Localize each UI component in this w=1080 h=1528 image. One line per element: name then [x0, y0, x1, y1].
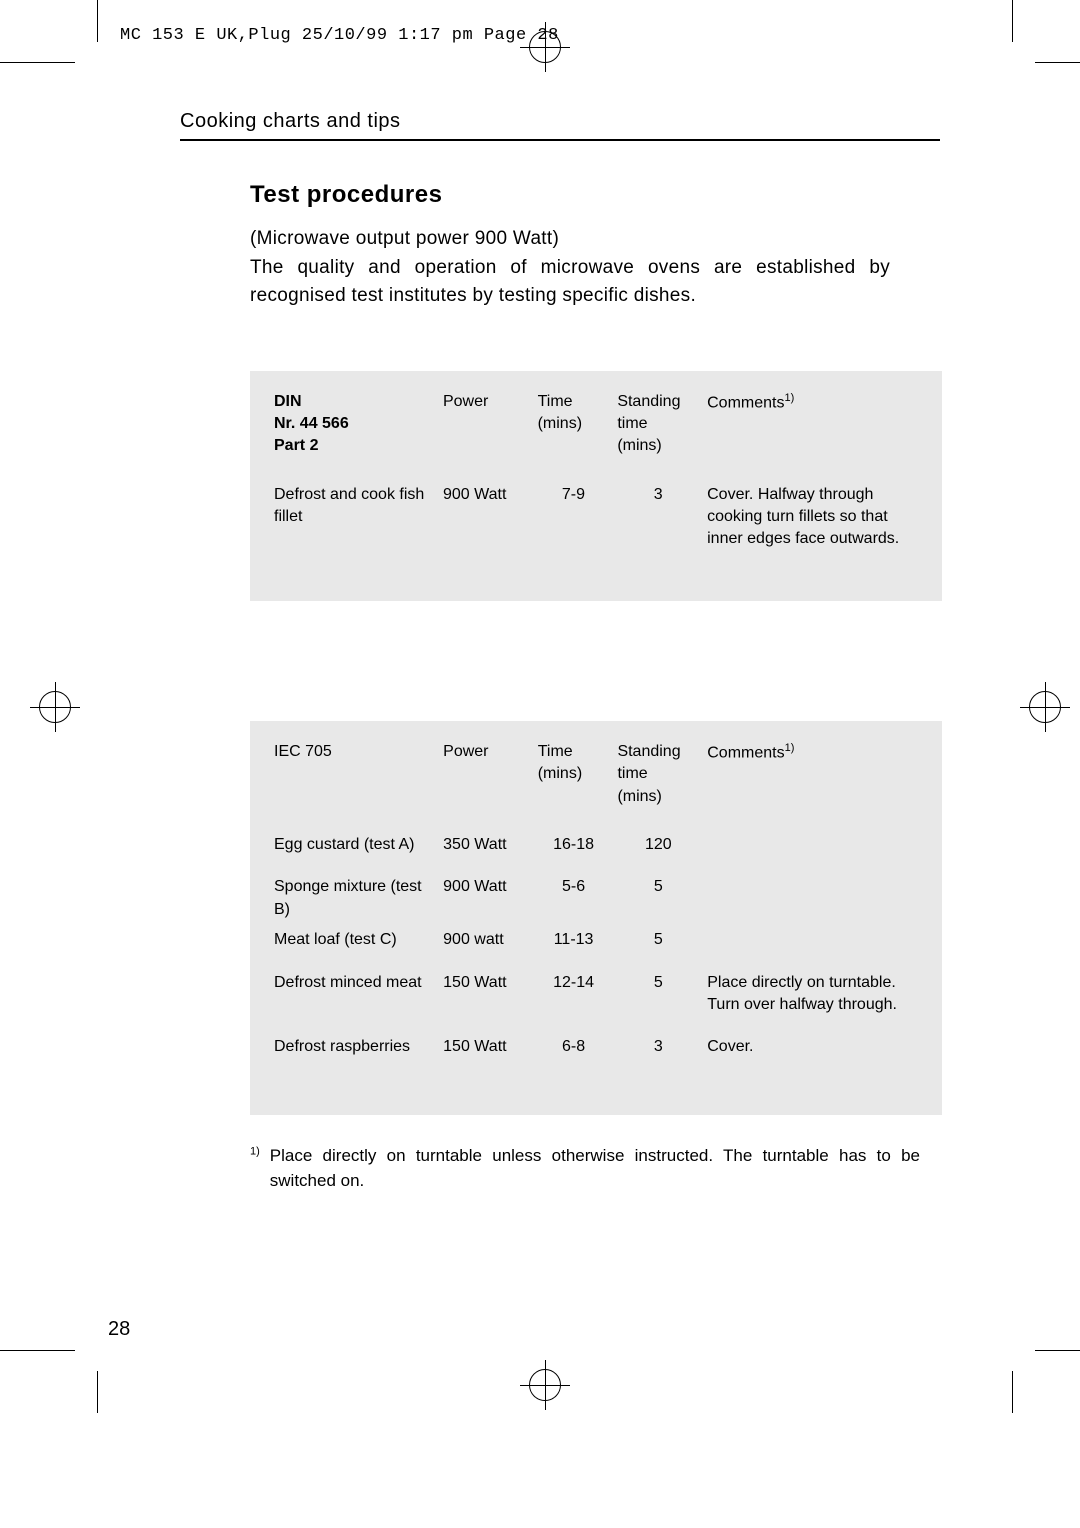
- cell-comments: [703, 925, 922, 955]
- table-row: Meat loaf (test C) 900 watt 11-13 5: [270, 925, 922, 955]
- footnote-marker: 1): [250, 1143, 260, 1194]
- col-header-comments: Comments1): [703, 737, 922, 818]
- table-row: Defrost raspberries 150 Watt 6-8 3 Cover…: [270, 1020, 922, 1062]
- cell-item: Egg custard (test A): [270, 818, 439, 860]
- crop-mark: [97, 1371, 98, 1413]
- cell-time: 16-18: [534, 818, 614, 860]
- crop-mark: [1012, 0, 1013, 42]
- cell-item: Meat loaf (test C): [270, 925, 439, 955]
- col-header-power: Power: [439, 387, 534, 468]
- cell-standing: 5: [613, 956, 703, 1021]
- cell-power: 900 Watt: [439, 860, 534, 925]
- crop-mark: [1012, 1371, 1013, 1413]
- col-header-item: DIN Nr. 44 566 Part 2: [270, 387, 439, 468]
- col-header-time: Time (mins): [534, 387, 614, 468]
- table-row: Egg custard (test A) 350 Watt 16-18 120: [270, 818, 922, 860]
- cell-standing: 120: [613, 818, 703, 860]
- cell-time: 12-14: [534, 956, 614, 1021]
- col-header-item: IEC 705: [270, 737, 439, 818]
- page-content: Cooking charts and tips Test procedures …: [180, 110, 940, 1194]
- registration-mark-icon: [520, 1360, 570, 1410]
- page-title: Test procedures: [250, 181, 940, 209]
- intro-line: (Microwave output power 900 Watt): [250, 225, 890, 254]
- cell-item: Defrost raspberries: [270, 1020, 439, 1062]
- footnote-text: Place directly on turntable unless other…: [270, 1143, 920, 1194]
- crop-mark: [1035, 1350, 1080, 1351]
- col-header-comments: Comments1): [703, 387, 922, 468]
- table-row: Defrost minced meat 150 Watt 12-14 5 Pla…: [270, 956, 922, 1021]
- cell-comments: Cover. Halfway through cooking turn fill…: [703, 468, 922, 555]
- table-din: DIN Nr. 44 566 Part 2 Power Time (mins) …: [250, 371, 942, 601]
- cell-time: 5-6: [534, 860, 614, 925]
- cell-item: Defrost minced meat: [270, 956, 439, 1021]
- intro-line: recognised test institutes by testing sp…: [250, 282, 890, 311]
- cell-standing: 5: [613, 925, 703, 955]
- registration-mark-icon: [1020, 682, 1070, 732]
- cell-comments: Place directly on turntable. Turn over h…: [703, 956, 922, 1021]
- cell-standing: 3: [613, 1020, 703, 1062]
- registration-mark-icon: [30, 682, 80, 732]
- crop-mark: [0, 62, 75, 63]
- footnote: 1) Place directly on turntable unless ot…: [250, 1143, 920, 1194]
- cell-power: 350 Watt: [439, 818, 534, 860]
- col-header-power: Power: [439, 737, 534, 818]
- cell-power: 150 Watt: [439, 956, 534, 1021]
- cell-comments: [703, 860, 922, 925]
- cell-comments: Cover.: [703, 1020, 922, 1062]
- page-number: 28: [108, 1318, 130, 1341]
- crop-mark: [97, 0, 98, 42]
- col-header-time: Time (mins): [534, 737, 614, 818]
- col-header-standing: Standing time (mins): [613, 737, 703, 818]
- section-header: Cooking charts and tips: [180, 110, 940, 141]
- cell-power: 900 Watt: [439, 468, 534, 555]
- table-header-row: DIN Nr. 44 566 Part 2 Power Time (mins) …: [270, 387, 922, 468]
- print-header: MC 153 E UK,Plug 25/10/99 1:17 pm Page 2…: [120, 26, 559, 45]
- col-header-standing: Standing time (mins): [613, 387, 703, 468]
- intro-text: (Microwave output power 900 Watt) The qu…: [250, 225, 890, 311]
- cell-standing: 5: [613, 860, 703, 925]
- cell-item: Sponge mixture (test B): [270, 860, 439, 925]
- cell-item: Defrost and cook fish fillet: [270, 468, 439, 555]
- cell-time: 6-8: [534, 1020, 614, 1062]
- cell-power: 900 watt: [439, 925, 534, 955]
- cell-power: 150 Watt: [439, 1020, 534, 1062]
- intro-line: The quality and operation of microwave o…: [250, 254, 890, 283]
- table-iec: IEC 705 Power Time (mins) Standing time …: [250, 721, 942, 1115]
- crop-mark: [0, 1350, 75, 1351]
- table-row: Defrost and cook fish fillet 900 Watt 7-…: [270, 468, 922, 555]
- crop-mark: [1035, 62, 1080, 63]
- cell-comments: [703, 818, 922, 860]
- cell-standing: 3: [613, 468, 703, 555]
- table-header-row: IEC 705 Power Time (mins) Standing time …: [270, 737, 922, 818]
- table-row: Sponge mixture (test B) 900 Watt 5-6 5: [270, 860, 922, 925]
- cell-time: 11-13: [534, 925, 614, 955]
- cell-time: 7-9: [534, 468, 614, 555]
